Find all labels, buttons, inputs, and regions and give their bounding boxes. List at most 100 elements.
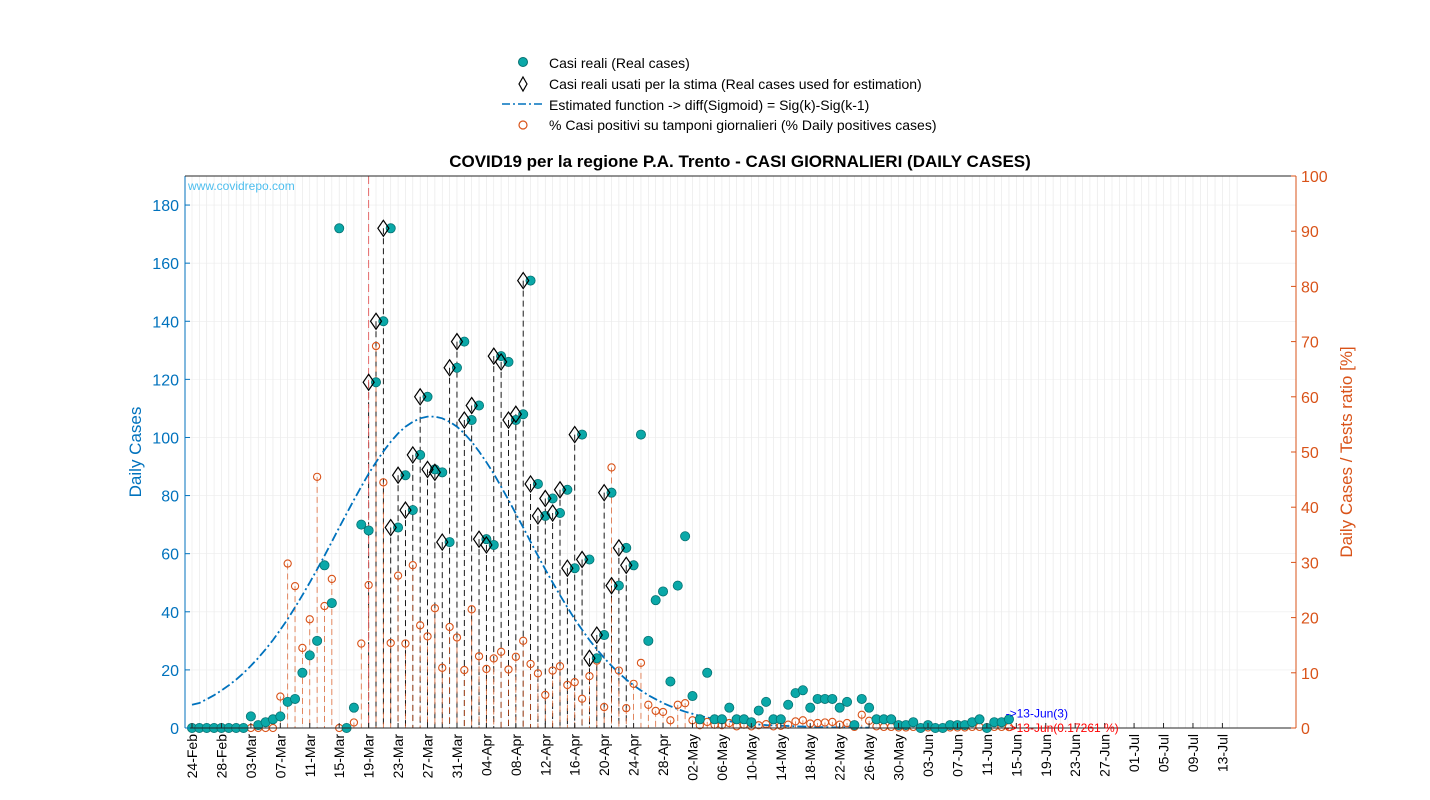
real-case-point (643, 635, 654, 646)
positive-ratio-point (474, 652, 484, 661)
real-case-point (1003, 714, 1014, 725)
y-right-tick-label: 60 (1301, 390, 1319, 407)
annotations: ->13-Jun(3)->13-Jun(0.17261 %) (1006, 706, 1119, 735)
positive-ratio-point (305, 615, 314, 624)
x-tick-label: 15-Jun (1008, 734, 1024, 777)
estimation-case-point (413, 387, 427, 406)
x-tick-label: 06-May (714, 734, 730, 781)
estimation-case-point (612, 538, 626, 557)
positive-ratio-point (408, 561, 417, 570)
y-left-tick-label: 60 (161, 547, 179, 564)
y-left-tick-label: 160 (152, 256, 179, 273)
estimation-case-point (384, 518, 397, 537)
real-case-point (783, 699, 794, 710)
positive-ratio-point (357, 639, 366, 648)
positive-ratio-point (401, 639, 410, 648)
x-tick-label: 02-May (684, 734, 700, 781)
x-tick-label: 11-Jun (979, 734, 995, 776)
real-case-point (569, 563, 580, 574)
left-axis-ticks: 0 20 40 60 80 100 120 140 160 180 (152, 198, 190, 738)
positive-ratio-point (548, 666, 557, 675)
positive-ratio-point (379, 478, 388, 487)
x-tick-label: 31-Mar (449, 734, 465, 779)
estimation-cases-series (362, 219, 633, 668)
real-case-point (687, 691, 698, 702)
estimation-case-point (605, 576, 618, 595)
real-case-point (562, 484, 573, 495)
estimation-case-point (509, 405, 523, 424)
estimation-case-point (561, 559, 574, 578)
stems (279, 176, 870, 728)
positive-ratio-point (276, 692, 285, 701)
y-right-tick-label: 90 (1301, 224, 1319, 241)
real-case-point (680, 531, 691, 542)
positive-ratio-point (555, 662, 565, 671)
real-case-point (474, 400, 485, 411)
y-left-tick-label: 100 (152, 430, 179, 447)
positive-ratio-point (607, 463, 616, 472)
real-case-point (510, 415, 521, 426)
estimation-case-point (465, 396, 478, 415)
positive-ratio-point (644, 700, 653, 709)
y-axis-left-label: Daily Cases (126, 407, 145, 498)
positive-ratio-point (585, 671, 594, 681)
x-tick-label: 27-Mar (420, 734, 436, 779)
estimation-case-point (539, 489, 552, 508)
positive-ratio-point (423, 632, 432, 641)
real-case-point (621, 542, 632, 553)
real-case-point (518, 409, 529, 420)
positive-ratio-point (393, 571, 403, 580)
x-tick-label: 13-Jul (1214, 734, 1230, 772)
y-right-tick-label: 50 (1301, 445, 1319, 462)
y-right-tick-label: 70 (1301, 335, 1319, 352)
estimation-case-point (597, 483, 611, 502)
x-tick-label: 07-Mar (272, 734, 288, 779)
estimation-case-point (369, 312, 383, 331)
x-tick-label: 22-May (832, 734, 848, 781)
positive-ratio-point (622, 703, 631, 713)
x-tick-label: 30-May (891, 734, 907, 781)
real-case-point (525, 275, 536, 286)
estimation-case-point (391, 466, 405, 485)
positive-ratio-point (600, 702, 609, 712)
estimation-case-point (458, 410, 471, 430)
x-tick-label: 04-Apr (478, 734, 494, 776)
y-right-tick-label: 80 (1301, 279, 1319, 296)
plot-area (185, 176, 1296, 728)
positive-ratio-point (452, 633, 462, 642)
positive-ratio-point (533, 669, 543, 678)
positive-ratio-point (312, 472, 322, 481)
estimation-case-point (362, 373, 375, 392)
positive-ratio-point (666, 716, 675, 725)
real-case-point (775, 714, 786, 725)
estimation-case-point (443, 358, 456, 377)
estimation-case-point (546, 503, 559, 523)
x-tick-label: 03-Mar (243, 734, 259, 779)
real-case-point (584, 554, 595, 565)
positive-ratio-point (614, 666, 624, 675)
estimation-case-point (524, 474, 537, 494)
estimated-function-series (191, 415, 870, 729)
x-tick-label: 28-Apr (655, 734, 671, 776)
x-tick-label: 23-Jun (1067, 734, 1083, 777)
positive-ratio-point (496, 647, 506, 656)
estimation-case-point (494, 352, 508, 371)
real-case-point (716, 714, 727, 725)
positive-ratio-point (828, 717, 837, 727)
annotation-label: ->13-Jun(0.17261 %) (1006, 721, 1119, 735)
real-case-point (400, 470, 411, 481)
real-case-point (702, 667, 713, 678)
real-case-point (422, 391, 433, 402)
estimation-case-point (428, 463, 442, 482)
real-case-point (481, 534, 492, 545)
chart-title: COVID19 per la regione P.A. Trento - CAS… (449, 152, 1031, 171)
legend-label-positive-ratio: % Casi positivi su tamponi giornalieri (… (549, 117, 936, 133)
watermark: www.covidrepo.com (187, 179, 295, 193)
positive-ratio-point (798, 716, 808, 725)
real-case-point (805, 702, 816, 713)
x-tick-label: 10-May (743, 734, 759, 781)
real-case-point (547, 493, 558, 504)
real-case-point (437, 467, 448, 478)
x-tick-label: 26-May (861, 734, 877, 781)
